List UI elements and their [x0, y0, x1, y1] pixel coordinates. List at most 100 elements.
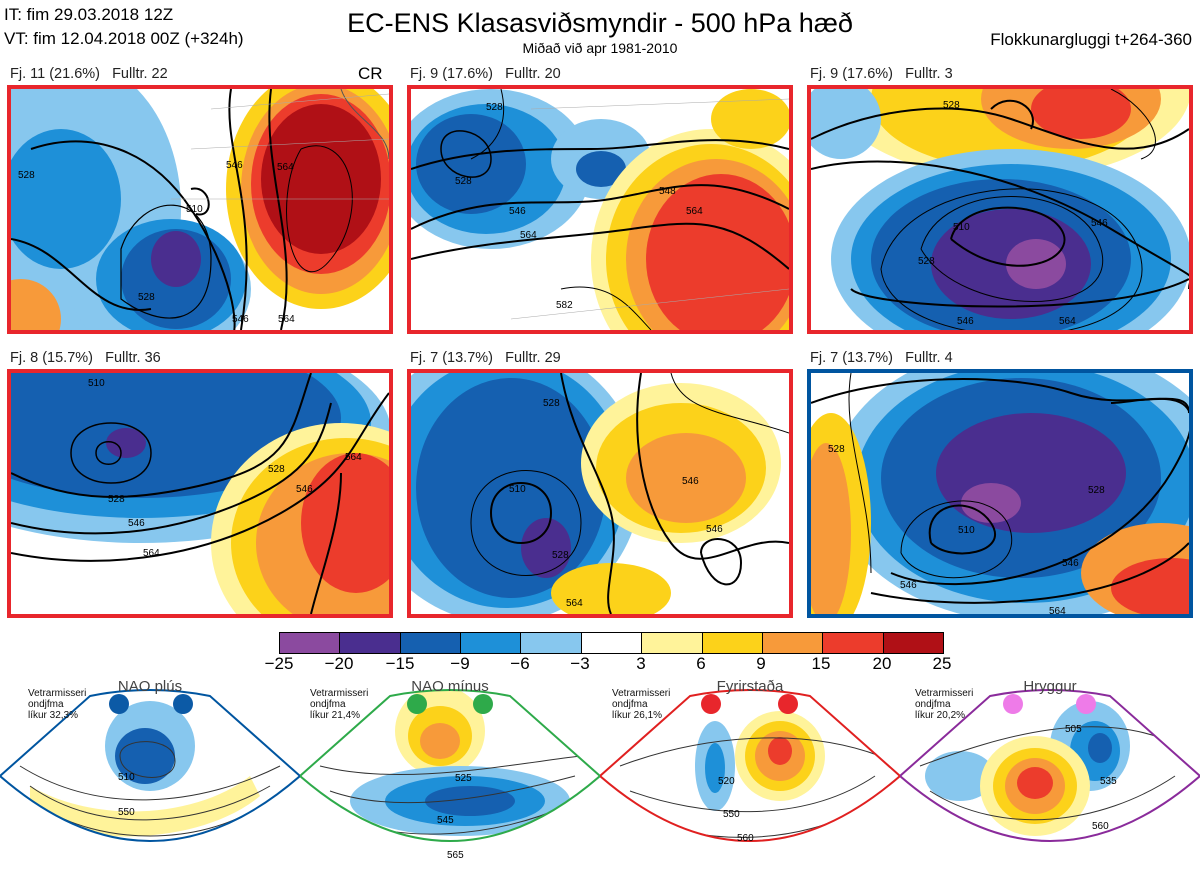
- contour-label: 564: [278, 314, 295, 325]
- regime-info-line: ondjfma: [310, 699, 346, 710]
- regime-info-line: Vetrarmisseri: [612, 688, 671, 699]
- contour-label: 546: [509, 206, 526, 217]
- colorbar-swatch: [400, 633, 462, 653]
- regime-info-line: Vetrarmisseri: [28, 688, 87, 699]
- contour-label: 528: [1088, 485, 1105, 496]
- colorbar-swatch: [280, 633, 341, 653]
- colorbar-tick: −25: [264, 654, 294, 673]
- regime-marker: [109, 694, 129, 714]
- regime-info-line: ondjfma: [612, 699, 648, 710]
- contour-label: 528: [455, 176, 472, 187]
- regime-info: Vetrarmisseri ondjfma líkur 26,1%: [612, 688, 670, 721]
- cluster-map-panel[interactable]: [807, 369, 1193, 618]
- contour-label: 546: [128, 518, 145, 529]
- contour-label: 510: [509, 484, 526, 495]
- regime-title: NAO mínus: [411, 678, 489, 695]
- regime-marker: [778, 694, 798, 714]
- regime-info-line: ondjfma: [28, 699, 64, 710]
- contour-label: 528: [543, 398, 560, 409]
- contour-label: 564: [1049, 606, 1066, 617]
- colorbar-swatch: [581, 633, 643, 653]
- panel-caption: Fj. 7 (13.7%) Fulltr. 29: [410, 350, 561, 366]
- regime-info-line: líkur 32,3%: [28, 710, 79, 721]
- contour-label: 546: [706, 524, 723, 535]
- regime-title: Hryggur: [1023, 678, 1077, 695]
- valid-time: VT: fim 12.04.2018 00Z (+324h): [4, 29, 244, 48]
- contour-label: 510: [118, 772, 135, 783]
- contour-label: 560: [1092, 821, 1109, 832]
- header-left: IT: fim 29.03.2018 12Z VT: fim 12.04.201…: [4, 3, 244, 51]
- cluster-map-panel[interactable]: [7, 369, 393, 618]
- regime-blocking[interactable]: Fyrirstaða Vetrarmisseri ondjfma líkur 2…: [598, 676, 902, 871]
- contour-label: 546: [226, 160, 243, 171]
- colorbar-tick: −3: [570, 654, 590, 673]
- colorbar-tick: 6: [696, 654, 706, 673]
- regime-info: Vetrarmisseri ondjfma líkur 21,4%: [310, 688, 368, 721]
- contour-label: 565: [447, 850, 464, 861]
- contour-label: 564: [686, 206, 703, 217]
- regime-marker: [1076, 694, 1096, 714]
- regime-ridge[interactable]: Hryggur Vetrarmisseri ondjfma líkur 20,2…: [898, 676, 1200, 871]
- regime-title: NAO plús: [117, 678, 183, 695]
- colorbar-swatch: [823, 633, 884, 653]
- contour-label: 505: [1065, 724, 1082, 735]
- contour-label: 550: [118, 807, 135, 818]
- contour-label: 510: [953, 222, 970, 233]
- colorbar-tick: 15: [811, 654, 831, 673]
- panel-caption: Fj. 9 (17.6%) Fulltr. 20: [410, 66, 561, 82]
- colorbar-tick: −9: [450, 654, 470, 673]
- colorbar-swatch: [461, 633, 522, 653]
- contour-label: 528: [18, 170, 35, 181]
- contour-label: 528: [138, 292, 155, 303]
- contour-label: 560: [737, 833, 754, 844]
- colorbar-swatch: [883, 633, 943, 653]
- contour-label: 564: [345, 452, 362, 463]
- contour-label: 546: [296, 484, 313, 495]
- regime-nao-minus[interactable]: NAO mínus Vetrarmisseri ondjfma líkur 21…: [298, 676, 602, 871]
- cluster-map-panel[interactable]: [807, 85, 1193, 334]
- regime-marker: [1003, 694, 1023, 714]
- regime-marker: [473, 694, 493, 714]
- regime-info-line: ondjfma: [915, 699, 951, 710]
- contour-label: 546: [900, 580, 917, 591]
- contour-label: 564: [143, 548, 160, 559]
- regime-map: 510 550: [0, 689, 302, 842]
- regime-info-line: líkur 21,4%: [310, 710, 361, 721]
- anomaly-map: [411, 373, 789, 614]
- regime-map: 520 550 560: [598, 689, 902, 844]
- regime-info-line: líkur 26,1%: [612, 710, 663, 721]
- classification-window: Flokkunargluggi t+264-360: [990, 30, 1192, 49]
- regime-nao-plus[interactable]: NAO plús Vetrarmisseri ondjfma líkur 32,…: [0, 676, 302, 871]
- anomaly-map: [811, 89, 1189, 330]
- contour-label: 564: [520, 230, 537, 241]
- colorbar-tick: −20: [324, 654, 354, 673]
- contour-label: 546: [1062, 558, 1079, 569]
- cluster-map-panel[interactable]: [407, 85, 793, 334]
- cluster-map-panel[interactable]: [407, 369, 793, 618]
- panel-caption: Fj. 9 (17.6%) Fulltr. 3: [810, 66, 953, 82]
- page-title: EC-ENS Klasasviðsmyndir - 500 hPa hæð: [347, 8, 853, 38]
- regime-info-line: Vetrarmisseri: [915, 688, 974, 699]
- contour-label: 528: [943, 100, 960, 111]
- regime-marker: [173, 694, 193, 714]
- regime-info-line: Vetrarmisseri: [310, 688, 369, 699]
- colorbar-tick: 25: [932, 654, 952, 673]
- anomaly-map: [11, 373, 389, 614]
- contour-label: 546: [232, 314, 249, 325]
- contour-label: 510: [186, 204, 203, 215]
- contour-label: 564: [1059, 316, 1076, 327]
- contour-label: 548: [659, 186, 676, 197]
- colorbar-swatch: [521, 633, 582, 653]
- contour-label: 510: [958, 525, 975, 536]
- contour-label: 546: [1091, 218, 1108, 229]
- colorbar-swatch: [642, 633, 703, 653]
- contour-label: 550: [723, 809, 740, 820]
- cluster-map-panel[interactable]: [7, 85, 393, 334]
- contour-label: 545: [437, 815, 454, 826]
- contour-label: 528: [552, 550, 569, 561]
- colorbar-swatch: [702, 633, 763, 653]
- colorbar-tick: −15: [385, 654, 415, 673]
- anomaly-map: [411, 89, 789, 330]
- contour-label: 528: [108, 494, 125, 505]
- panel-caption: Fj. 11 (21.6%) Fulltr. 22: [10, 66, 168, 82]
